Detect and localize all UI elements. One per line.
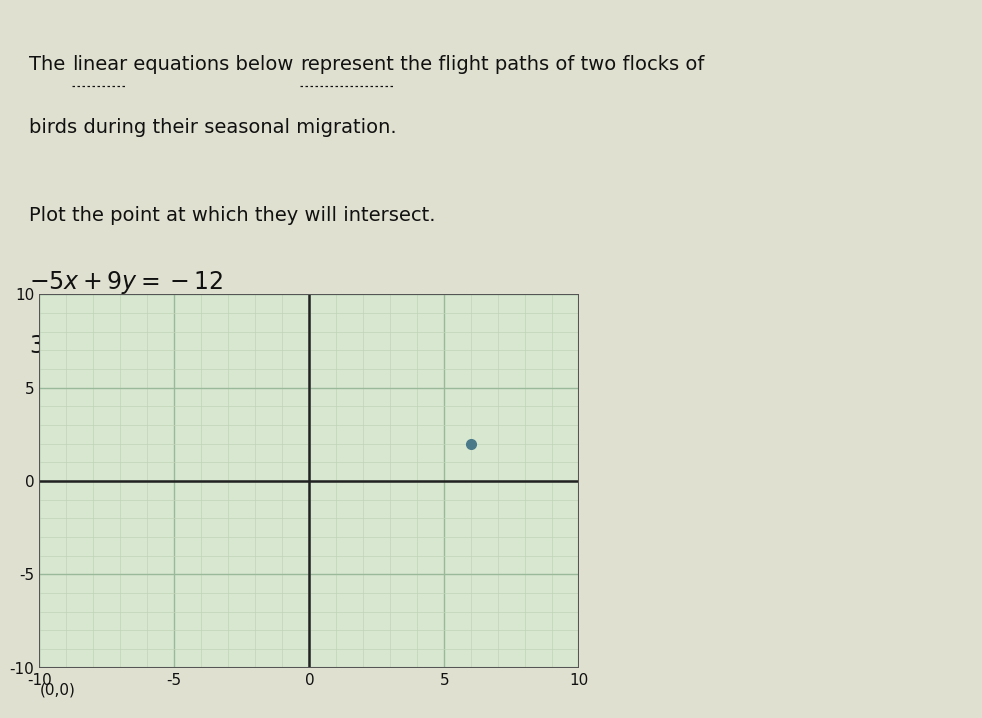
Text: represent: represent (300, 55, 394, 73)
Text: equations below: equations below (128, 55, 300, 73)
Text: (0,0): (0,0) (39, 682, 76, 697)
Text: the flight paths of two flocks of: the flight paths of two flocks of (394, 55, 704, 73)
Text: $3x + 2y = 22$: $3x + 2y = 22$ (29, 332, 175, 360)
Text: Plot the point at which they will intersect.: Plot the point at which they will inters… (29, 206, 436, 225)
Text: birds during their seasonal migration.: birds during their seasonal migration. (29, 118, 397, 136)
Text: The: The (29, 55, 72, 73)
Text: $-5x + 9y = -12$: $-5x + 9y = -12$ (29, 269, 224, 297)
Text: linear: linear (72, 55, 128, 73)
